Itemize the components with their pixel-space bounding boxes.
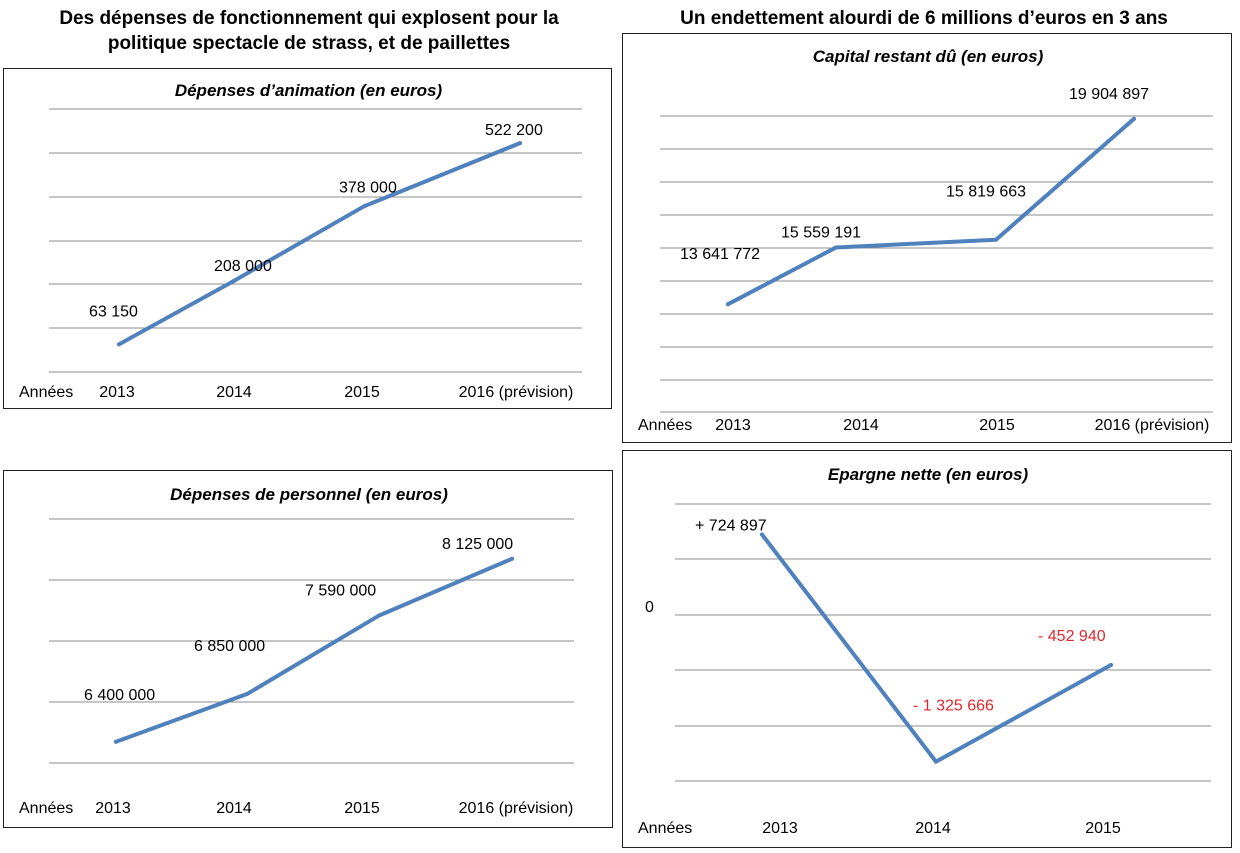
x-tick-label: 2016 (prévision) bbox=[459, 800, 574, 817]
x-axis-title: Années bbox=[638, 820, 692, 837]
x-axis-title: Années bbox=[638, 417, 692, 434]
data-label: 19 904 897 bbox=[1069, 86, 1149, 103]
chart-title: Dépenses d’animation (en euros) bbox=[175, 81, 443, 100]
x-tick-label: 2013 bbox=[715, 417, 751, 434]
data-point bbox=[1109, 662, 1113, 667]
chart-title: Dépenses de personnel (en euros) bbox=[170, 485, 448, 504]
x-tick-label: 2014 bbox=[915, 820, 951, 837]
series-line bbox=[117, 141, 522, 347]
data-point bbox=[510, 556, 514, 561]
data-point bbox=[834, 245, 838, 250]
x-tick-label: 2015 bbox=[344, 384, 380, 401]
chart-animation: Dépenses d’animation (en euros) 63 150 208… bbox=[19, 81, 582, 401]
data-point bbox=[362, 204, 366, 209]
chart-panel-capital: Capital restant dû (en euros) 13 641 772 1… bbox=[622, 33, 1232, 443]
data-label: - 1 325 666 bbox=[913, 698, 994, 715]
data-point bbox=[760, 532, 764, 537]
data-label: 522 200 bbox=[485, 122, 543, 139]
data-point bbox=[1132, 116, 1136, 121]
data-label: 15 819 663 bbox=[946, 184, 1026, 201]
data-point bbox=[726, 302, 730, 307]
x-tick-label: 2015 bbox=[1085, 820, 1121, 837]
x-tick-label: 2015 bbox=[979, 417, 1015, 434]
x-tick-label: 2014 bbox=[843, 417, 879, 434]
heading-endettement: Un endettement alourdi de 6 millions d’e… bbox=[680, 8, 1168, 29]
series-line bbox=[760, 532, 1113, 764]
data-point bbox=[994, 237, 998, 242]
series-line bbox=[726, 116, 1136, 307]
x-axis-title: Années bbox=[19, 384, 73, 401]
chart-panel-personnel: Dépenses de personnel (en euros) 6 400 00… bbox=[3, 470, 613, 828]
series-line bbox=[114, 556, 514, 744]
data-label: 8 125 000 bbox=[442, 536, 513, 553]
data-label: 6 850 000 bbox=[194, 638, 265, 655]
chart-epargne: Epargne nette (en euros) 0 + 724 897 - 1 32… bbox=[638, 465, 1211, 837]
chart-title: Epargne nette (en euros) bbox=[828, 465, 1029, 484]
data-label: 63 150 bbox=[89, 303, 138, 320]
chart-capital: Capital restant dû (en euros) 13 641 772 1… bbox=[638, 47, 1213, 434]
chart-personnel: Dépenses de personnel (en euros) 6 400 00… bbox=[19, 485, 574, 817]
x-axis-title: Années bbox=[19, 800, 73, 817]
data-point bbox=[114, 739, 118, 744]
data-point bbox=[377, 613, 381, 618]
x-tick-label: 2014 bbox=[216, 800, 252, 817]
data-point bbox=[518, 141, 522, 146]
data-label: 15 559 191 bbox=[781, 224, 861, 241]
chart-title: Capital restant dû (en euros) bbox=[813, 47, 1044, 66]
chart-panel-epargne: Epargne nette (en euros) 0 + 724 897 - 1 32… bbox=[622, 450, 1232, 848]
chart-panel-animation: Dépenses d’animation (en euros) 63 150 208… bbox=[3, 68, 612, 409]
data-label: 13 641 772 bbox=[680, 246, 760, 263]
y-axis-zero-label: 0 bbox=[645, 599, 654, 616]
x-tick-label: 2013 bbox=[762, 820, 798, 837]
data-label: + 724 897 bbox=[695, 517, 767, 534]
data-point bbox=[232, 278, 236, 283]
data-label: 6 400 000 bbox=[84, 687, 155, 704]
data-point bbox=[117, 342, 121, 347]
x-tick-label: 2016 (prévision) bbox=[1095, 417, 1210, 434]
x-tick-label: 2015 bbox=[344, 800, 380, 817]
data-label: 7 590 000 bbox=[305, 583, 376, 600]
heading-fonctionnement-line-2: politique spectacle de strass, et de pai… bbox=[107, 33, 511, 54]
x-tick-label: 2016 (prévision) bbox=[459, 384, 574, 401]
data-label: - 452 940 bbox=[1038, 628, 1106, 645]
data-point bbox=[934, 759, 938, 764]
heading-fonctionnement-line-1: Des dépenses de fonctionnement qui explo… bbox=[59, 8, 559, 29]
heading-fonctionnement: Des dépenses de fonctionnement qui explo… bbox=[0, 6, 618, 56]
data-point bbox=[245, 692, 249, 697]
data-label: 378 000 bbox=[339, 179, 397, 196]
x-tick-label: 2013 bbox=[99, 384, 135, 401]
x-tick-label: 2014 bbox=[216, 384, 252, 401]
x-tick-label: 2013 bbox=[95, 800, 131, 817]
data-label: 208 000 bbox=[214, 258, 272, 275]
